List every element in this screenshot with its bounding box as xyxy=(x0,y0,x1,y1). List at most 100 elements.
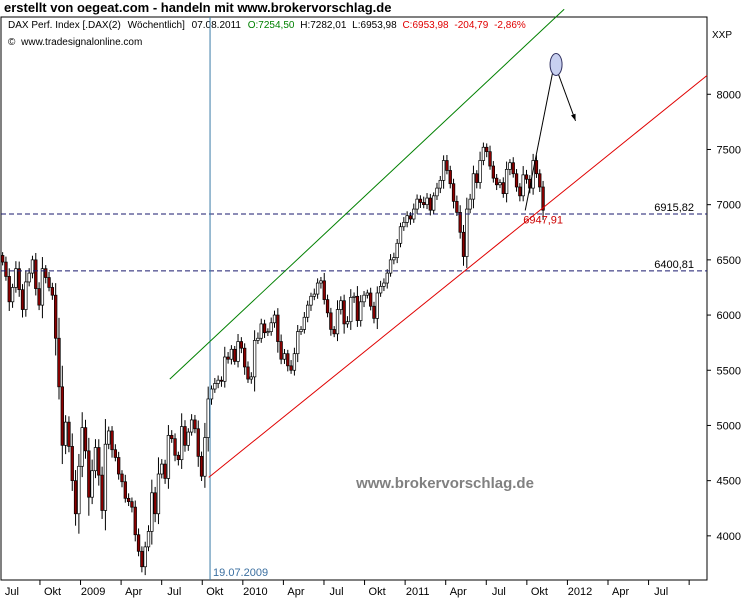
y-tick-label: 7000 xyxy=(717,200,741,212)
candle-body xyxy=(110,430,114,451)
candle-body xyxy=(491,165,495,179)
candle-body xyxy=(282,353,287,360)
candle-body xyxy=(345,321,350,325)
candle-body xyxy=(216,379,220,384)
x-axis: Jul Okt 2009 Apr Jul Okt 2010 Apr Jul Okt 2011 Apr J… xyxy=(5,580,690,598)
candle-body xyxy=(514,173,519,188)
projection-up xyxy=(524,63,555,211)
candle-body xyxy=(123,481,127,499)
candle-body xyxy=(531,160,535,189)
candle-body xyxy=(322,280,326,300)
candle-body xyxy=(289,365,293,371)
candle-body xyxy=(302,316,306,330)
candle-body xyxy=(199,456,204,477)
candle-body xyxy=(67,421,71,447)
candle-body xyxy=(375,292,379,319)
candle-body xyxy=(448,170,452,185)
header-high: H:7282,01 xyxy=(300,20,347,31)
candle-body xyxy=(279,341,283,360)
candle-body xyxy=(332,329,336,335)
candle-body xyxy=(163,463,167,479)
candle-body xyxy=(441,160,446,181)
candle-body xyxy=(475,173,479,183)
candle-body xyxy=(143,546,147,568)
candle-body xyxy=(435,187,439,197)
candle-body xyxy=(488,151,492,167)
candle-body xyxy=(359,301,363,321)
candle-body xyxy=(312,293,316,297)
candle-body xyxy=(272,314,277,324)
candle-body xyxy=(385,272,389,284)
candle-body xyxy=(534,160,539,175)
candle-body xyxy=(521,174,525,197)
axis-label: XXP xyxy=(712,30,732,41)
candle-body xyxy=(219,379,224,382)
x-tick-label: Okt xyxy=(369,586,386,598)
candle-body xyxy=(342,300,346,325)
candle-body xyxy=(395,242,399,259)
y-tick-label: 7500 xyxy=(717,144,741,156)
y-tick-label: 5000 xyxy=(717,420,741,432)
candle-body xyxy=(485,146,489,153)
candle-body xyxy=(229,348,234,360)
candle-body xyxy=(292,353,297,371)
x-tick-label: Apr xyxy=(450,586,467,598)
candle-body xyxy=(309,295,313,306)
candle-body xyxy=(97,447,101,476)
candle-body xyxy=(415,198,419,210)
candle-body xyxy=(349,297,353,323)
candle-body xyxy=(339,300,343,310)
candle-body xyxy=(306,304,310,318)
candle-body xyxy=(30,259,35,274)
candle-body xyxy=(478,160,482,183)
candle-body xyxy=(47,277,51,288)
x-tick-label: Okt xyxy=(531,586,548,598)
candle-body xyxy=(362,294,366,303)
candle-body xyxy=(34,259,38,289)
candle-body xyxy=(511,162,515,175)
candle-body xyxy=(44,268,48,278)
candle-body xyxy=(150,492,154,532)
candle-body xyxy=(398,226,403,244)
candle-body xyxy=(382,282,386,287)
candle-body xyxy=(392,257,396,261)
candle-body xyxy=(120,473,124,483)
candle-body xyxy=(20,289,25,310)
y-tick-label: 6500 xyxy=(717,255,741,267)
y-tick-label: 5500 xyxy=(717,365,741,377)
vertical-marker-label: 19.07.2009 xyxy=(213,567,268,579)
candle-body xyxy=(438,180,442,189)
candle-body xyxy=(117,457,121,475)
y-axis: 4000 4500 5000 5500 6000 6500 7000 7500 8000 xyxy=(707,89,741,543)
candle-body xyxy=(223,356,227,382)
candle-body xyxy=(70,446,74,481)
x-tick-label: 2012 xyxy=(568,586,592,598)
candle-body xyxy=(266,331,270,334)
candle-body xyxy=(269,322,273,332)
candle-body xyxy=(77,465,81,515)
candle-body xyxy=(541,186,545,211)
candle-body xyxy=(60,386,64,446)
candle-body xyxy=(226,356,230,360)
candle-body xyxy=(136,534,141,552)
header-low: L:6953,98 xyxy=(352,20,397,31)
candle-body xyxy=(4,261,8,277)
candle-body xyxy=(160,463,164,475)
candle-body xyxy=(451,183,456,202)
candle-body xyxy=(183,426,187,446)
candle-body xyxy=(495,177,499,186)
x-tick-label: Jul xyxy=(330,586,344,598)
candle-body xyxy=(90,470,94,498)
candle-body xyxy=(481,146,486,161)
candle-body xyxy=(296,331,300,355)
candle-body xyxy=(418,198,423,203)
candle-body xyxy=(203,437,207,477)
x-tick-label: Jul xyxy=(492,586,506,598)
candle-body xyxy=(17,268,21,291)
candle-body xyxy=(10,287,15,303)
candle-body xyxy=(206,398,210,438)
candle-body xyxy=(465,208,469,257)
candle-body xyxy=(50,287,55,296)
x-tick-label: 2009 xyxy=(81,586,105,598)
candle-body xyxy=(425,197,429,206)
